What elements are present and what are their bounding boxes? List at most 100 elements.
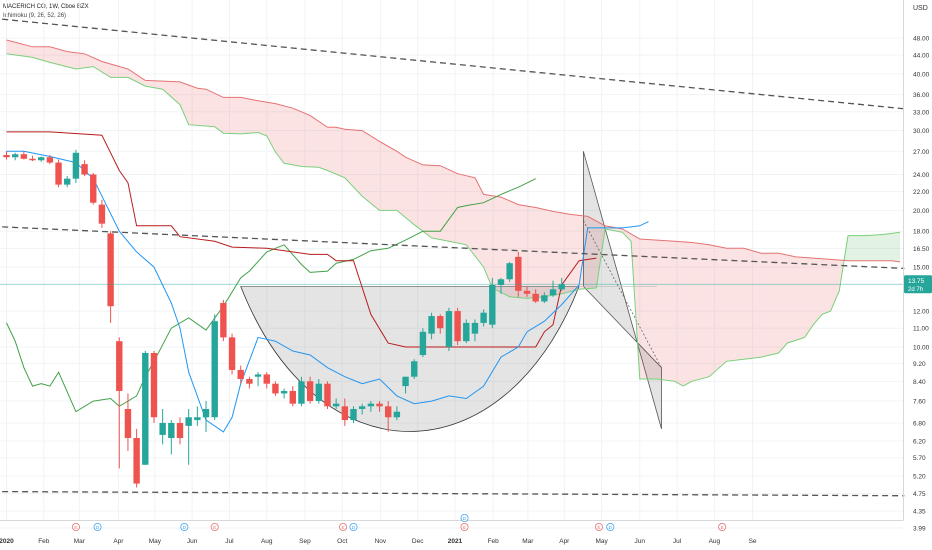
earnings-marker[interactable]: E [595,523,604,532]
candle[interactable] [202,401,210,432]
candle[interactable] [463,319,470,344]
candle[interactable] [402,376,409,394]
cloud-segment [709,244,714,377]
cloud-segment [895,232,900,262]
trendline[interactable] [2,226,905,270]
candle[interactable] [263,372,270,389]
candle[interactable] [367,401,375,412]
dividend-marker[interactable]: D [606,523,615,532]
candle[interactable] [254,372,262,387]
cloud-segment [232,97,237,134]
indicator-legend[interactable]: Ichimoku (9, 26, 52, 26) [3,13,67,19]
candle[interactable] [523,286,531,297]
candle[interactable] [194,406,201,426]
leading-span-a-line[interactable] [6,53,901,387]
candle[interactable] [358,403,366,415]
time-tick-label: Jun [635,538,646,545]
candle[interactable] [11,152,19,161]
earnings-marker[interactable]: E [460,523,469,532]
candle[interactable] [532,289,539,304]
candle[interactable] [515,251,522,297]
candle[interactable] [324,381,331,409]
candle[interactable] [237,365,244,384]
candle[interactable] [454,307,461,346]
candle[interactable] [3,151,10,160]
candle[interactable] [289,386,296,407]
candle[interactable] [107,231,114,323]
candle[interactable] [38,156,45,162]
leading-span-b-line[interactable] [6,39,901,263]
price-tick-label: 18.00 [913,229,930,236]
trendline[interactable] [2,490,905,497]
dividend-marker[interactable]: D [180,523,189,532]
candle[interactable] [168,420,175,455]
candle[interactable] [419,328,427,358]
candle[interactable] [332,398,340,409]
flag-pattern[interactable] [583,151,662,430]
candle[interactable] [55,159,62,188]
candle[interactable] [29,155,36,162]
conversion-line[interactable] [6,150,649,433]
candle[interactable] [480,309,487,327]
candle[interactable] [280,388,288,399]
lagging-span-line[interactable] [6,178,536,413]
dividend-marker[interactable]: D [349,523,358,532]
candle[interactable] [185,408,192,465]
candle[interactable] [298,376,305,407]
candle[interactable] [150,350,158,423]
dividend-marker[interactable]: D [93,523,102,532]
candle[interactable] [506,261,513,283]
price-tick-label: 40.00 [913,71,930,78]
candle[interactable] [159,408,166,445]
trendline[interactable] [2,18,905,110]
candle[interactable] [142,350,149,465]
candle[interactable] [246,376,253,389]
candle[interactable] [228,333,236,375]
candle[interactable] [81,160,88,177]
candle[interactable] [306,376,314,404]
candle[interactable] [497,277,505,294]
candle[interactable] [116,337,123,469]
candle[interactable] [445,307,453,351]
candle-body [532,293,539,302]
time-tick-label: Feb [38,538,50,545]
candle[interactable] [133,428,140,488]
candle[interactable] [98,199,106,228]
candle[interactable] [541,292,548,304]
candle[interactable] [220,299,227,342]
candle[interactable] [376,401,383,412]
candle[interactable] [90,172,97,205]
candle[interactable] [315,379,322,404]
candle[interactable] [211,314,218,421]
candle[interactable] [428,312,435,340]
base-line[interactable] [6,131,597,348]
price-tick-label: 6.20 [913,439,926,446]
earnings-marker[interactable]: E [339,523,348,532]
earnings-marker[interactable]: E [71,523,80,532]
candle[interactable] [411,359,418,380]
candle[interactable] [64,176,71,188]
price-tick-label: 6.80 [913,420,926,427]
candle-body [463,322,470,342]
candle[interactable] [46,154,54,165]
cloud-segment [435,165,441,240]
candle[interactable] [341,398,349,426]
dividend-marker[interactable]: D [460,514,469,523]
earnings-marker[interactable]: E [718,523,727,532]
candle[interactable] [72,149,80,183]
candle[interactable] [393,406,401,421]
candle[interactable] [272,381,279,396]
cloud-segment [23,44,29,57]
candle[interactable] [176,417,184,445]
candle[interactable] [489,277,496,329]
candle[interactable] [549,280,557,297]
candle[interactable] [471,319,479,342]
cloud-segment [184,83,189,125]
candle[interactable] [20,151,28,160]
candle[interactable] [124,393,132,451]
candle[interactable] [350,406,357,423]
candle[interactable] [437,314,444,334]
earnings-marker[interactable]: E [210,523,219,532]
candle[interactable] [385,401,392,432]
